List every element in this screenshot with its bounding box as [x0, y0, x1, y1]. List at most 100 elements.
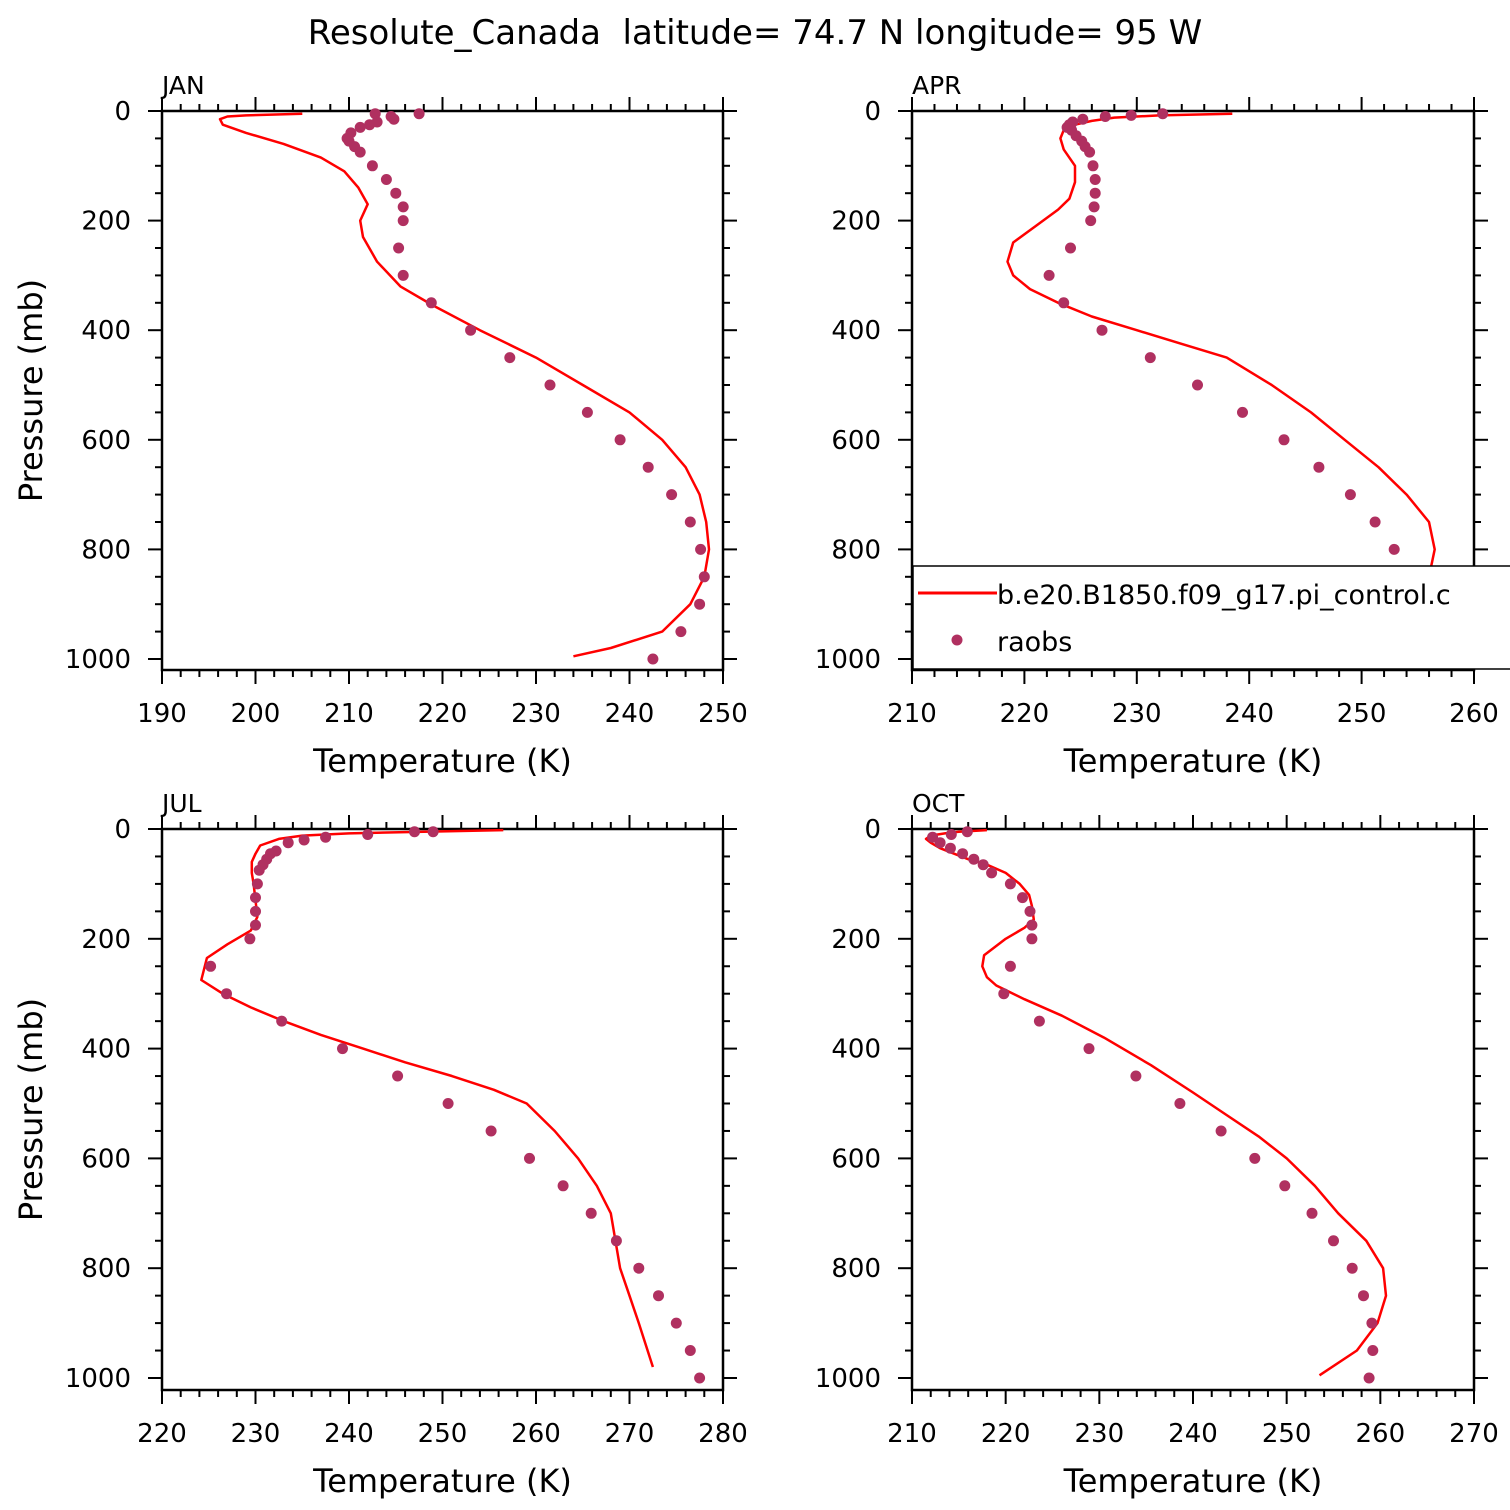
x-tick-label: 220 [981, 1419, 1031, 1449]
raobs-point [253, 864, 265, 876]
model-profile-line-apr [1006, 112, 1436, 661]
figure-title: Resolute_Canada latitude= 74.7 N longitu… [308, 13, 1202, 53]
x-axis-label-jan: Temperature (K) [312, 742, 572, 780]
y-axis-label-jan: Pressure (mb) [12, 279, 50, 502]
y-tick-label: 800 [831, 1254, 881, 1284]
raobs-point [1058, 297, 1070, 309]
raobs-point [1363, 1372, 1375, 1384]
x-tick-label: 210 [887, 1419, 937, 1449]
x-tick-label: 230 [1075, 1419, 1125, 1449]
raobs-point [684, 516, 696, 528]
raobs-point [1388, 543, 1400, 555]
raobs-point [320, 831, 332, 843]
raobs-point [354, 121, 366, 133]
raobs-point [977, 859, 989, 871]
raobs-point [1367, 1345, 1379, 1356]
plot-frame-jan [160, 109, 725, 672]
raobs-point [1026, 919, 1038, 931]
panel-label-apr: APR [912, 71, 962, 100]
raobs-point [504, 352, 516, 364]
panel-label-jul: JUL [160, 789, 202, 818]
raobs-point [653, 1290, 664, 1302]
raobs-point [694, 598, 706, 610]
raobs-point [397, 201, 409, 213]
raobs-point [364, 119, 376, 131]
raobs-point [1096, 324, 1108, 336]
raobs-point [1346, 1262, 1358, 1274]
x-axis-label-jul: Temperature (K) [312, 1462, 572, 1500]
y-tick-label: 1000 [65, 1364, 131, 1394]
raobs-point [1065, 242, 1076, 254]
raobs-point [1306, 1207, 1318, 1219]
raobs-point [1279, 1180, 1291, 1192]
raobs-point [1313, 461, 1325, 473]
raobs-point [998, 988, 1010, 1000]
raobs-point [1157, 108, 1169, 120]
raobs-point [1004, 960, 1016, 972]
raobs-point [557, 1180, 569, 1192]
raobs-point [366, 160, 378, 172]
raobs-point [250, 892, 261, 904]
raobs-point [276, 1015, 288, 1027]
raobs-point [390, 187, 402, 199]
raobs-point [1366, 1317, 1378, 1329]
x-tick-label: 260 [511, 1419, 561, 1449]
raobs-point [1077, 113, 1089, 125]
raobs-point [1089, 187, 1101, 199]
y-tick-label: 600 [831, 1144, 881, 1174]
legend-marker-swatch [951, 634, 963, 646]
y-tick-label: 400 [81, 1035, 131, 1065]
raobs-point [961, 826, 973, 838]
x-tick-label: 250 [418, 1419, 468, 1449]
raobs-point [392, 1070, 404, 1082]
x-tick-label: 200 [231, 699, 281, 729]
model-profile-line-oct [924, 828, 1388, 1377]
raobs-point [1099, 111, 1111, 122]
y-tick-label: 1000 [815, 645, 881, 675]
raobs-point [427, 826, 439, 838]
raobs-point [957, 848, 969, 860]
x-axis-label-apr: Temperature (K) [1063, 742, 1323, 780]
raobs-point [1024, 905, 1036, 917]
x-tick-label: 260 [1356, 1419, 1406, 1449]
raobs-point [1358, 1290, 1369, 1302]
raobs-point [1369, 516, 1381, 528]
raobs-point [1130, 1070, 1142, 1082]
y-tick-label: 1000 [65, 645, 131, 675]
raobs-point [393, 242, 405, 254]
x-tick-label: 220 [137, 1419, 187, 1449]
x-tick-label: 210 [887, 699, 937, 729]
raobs-point [250, 919, 261, 931]
raobs-point [397, 215, 409, 227]
raobs-point [442, 1098, 454, 1109]
plot-frame-oct [910, 827, 1476, 1392]
raobs-point [251, 878, 263, 890]
legend-box [912, 565, 1510, 670]
x-tick-label: 230 [1112, 699, 1162, 729]
y-tick-label: 0 [114, 97, 131, 127]
model-profile-line-jan [218, 112, 711, 658]
panel-jan: JAN 190 200 210 220 230 240 250 0 200 400 600 800 100… [12, 71, 748, 780]
y-tick-label: 400 [831, 1035, 881, 1065]
x-tick-label: 190 [137, 699, 187, 729]
raobs-point [986, 867, 998, 879]
panel-apr: APR 210 220 230 240 250 260 0 200 400 600 800 1000 Te… [815, 71, 1499, 780]
raobs-point [298, 834, 310, 846]
raobs-point [1249, 1152, 1261, 1164]
raobs-point [945, 829, 957, 840]
raobs-point [1089, 174, 1101, 185]
y-tick-label: 800 [831, 535, 881, 565]
raobs-point [1192, 379, 1203, 391]
raobs-point [698, 571, 710, 583]
raobs-point [388, 113, 400, 125]
x-tick-label: 260 [1449, 699, 1499, 729]
y-tick-label: 200 [81, 925, 131, 955]
raobs-point [1237, 406, 1248, 418]
x-tick-label: 240 [324, 1419, 374, 1449]
x-tick-label: 280 [698, 1419, 748, 1449]
raobs-point [1087, 160, 1099, 172]
raobs-point [695, 543, 707, 555]
raobs-point [354, 146, 366, 158]
raobs-point [670, 1317, 682, 1329]
